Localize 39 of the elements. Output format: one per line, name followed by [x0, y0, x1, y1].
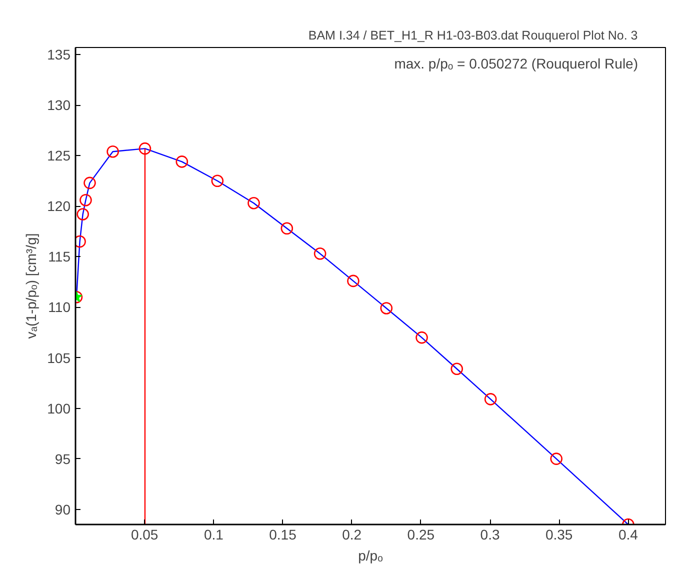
y-tick-label: 115 — [48, 248, 71, 265]
point — [76, 208, 89, 220]
point — [176, 156, 188, 168]
y-tick-label: 120 — [47, 198, 71, 214]
point — [211, 174, 224, 188]
x-tick-label: 0.05 — [130, 526, 158, 542]
point — [280, 222, 294, 235]
point — [138, 142, 152, 155]
chart-title: BAM I.34 / BET_H1_R H1-03-B03.dat Rouquerol Plot No. 3 — [308, 28, 638, 42]
point — [80, 194, 92, 206]
y-tick-label: 125 — [47, 148, 71, 164]
line-series — [76, 148, 629, 524]
x-tick-label: 0.1 — [204, 526, 224, 542]
point — [450, 362, 464, 376]
x-axis-title: p/pₒ — [358, 548, 383, 564]
x-tick-label: 0.3 — [480, 526, 500, 542]
point — [380, 302, 393, 314]
y-tick-label: 105 — [47, 350, 71, 366]
y-tick-label: 110 — [48, 299, 71, 316]
y-tick-label: 90 — [54, 501, 71, 518]
point — [484, 393, 497, 406]
point — [248, 196, 260, 210]
y-tick-label: 135 — [47, 46, 71, 63]
y-tick-label: 95 — [54, 450, 71, 467]
point — [84, 176, 96, 190]
point — [550, 452, 562, 465]
x-tick-label: 0.4 — [618, 526, 638, 542]
x-tick-label: 0.35 — [545, 526, 573, 542]
annotation: max. p/pₒ = 0.050272 (Rouquerol Rule) — [394, 55, 638, 72]
point — [416, 331, 428, 344]
x-tick-label: 0.15 — [269, 526, 297, 542]
point — [347, 274, 360, 288]
y-tick-label: 100 — [47, 400, 71, 416]
point — [106, 145, 119, 158]
y-tick-label: 130 — [47, 97, 71, 114]
x-tick-label: 0.2 — [342, 526, 362, 542]
y-axis-title: vₐ(1-p/pₒ) [cm³/g] — [23, 233, 40, 339]
x-tick-label: 0.25 — [407, 526, 435, 542]
point — [314, 248, 326, 260]
